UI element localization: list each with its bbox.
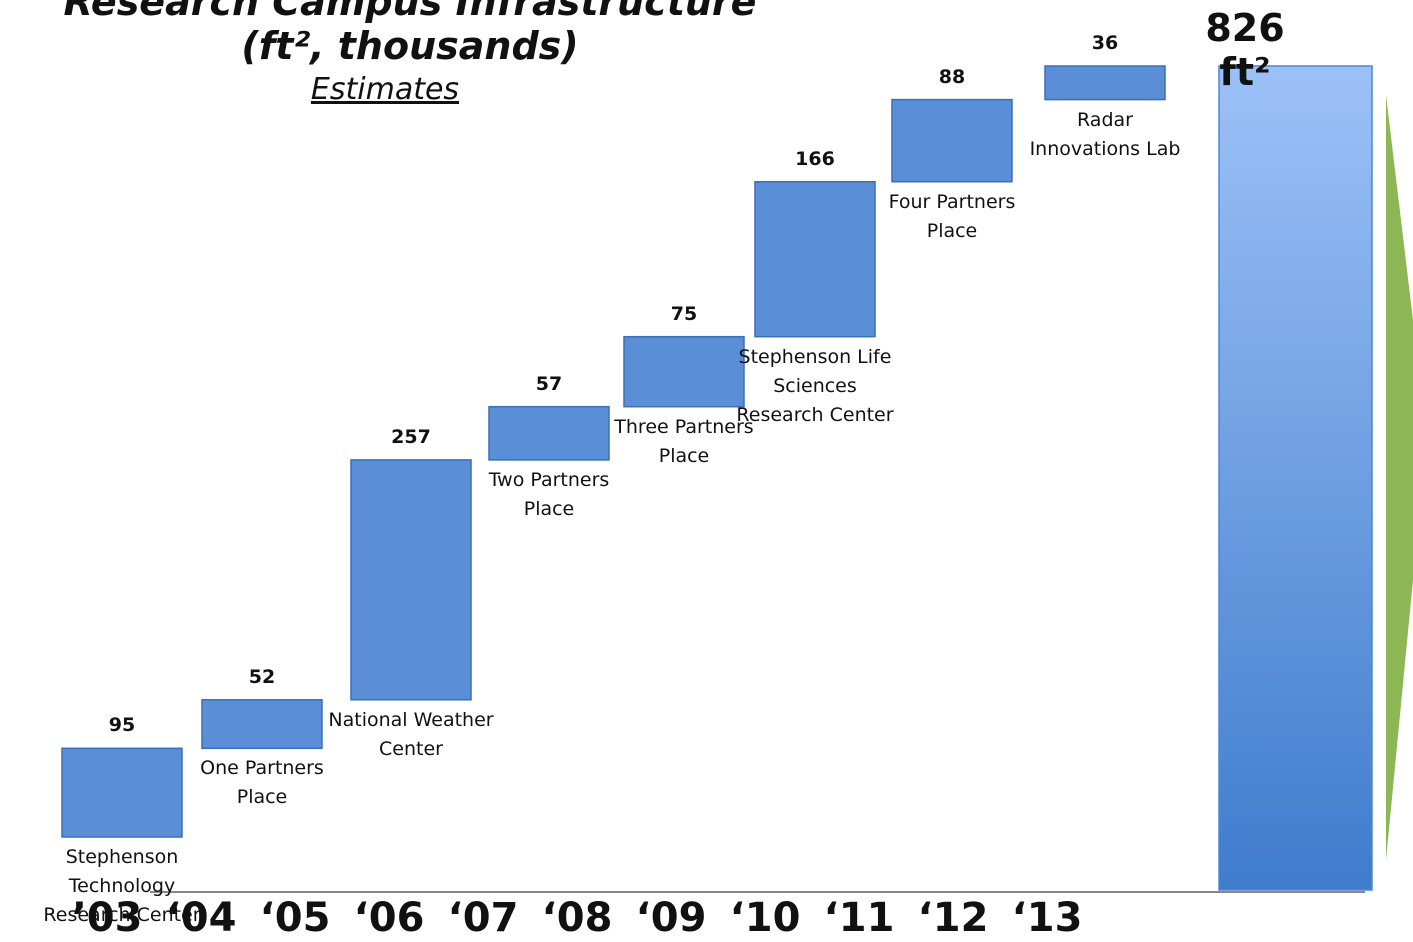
x-tick-label: ‘04	[165, 895, 237, 941]
value-label: 88	[938, 65, 966, 88]
value-label: 36	[1091, 32, 1119, 54]
x-tick-label: ‘11	[823, 895, 895, 941]
building-name: National Weather Center	[328, 708, 494, 760]
building-step	[61, 747, 183, 838]
building-name: Three Partners Place	[614, 415, 754, 467]
building-step	[488, 405, 610, 461]
building-name: Stephenson Life Sciences Research Center	[736, 345, 894, 426]
chart-title: Research Campus Infrastructure	[63, 0, 757, 24]
x-tick-label: ‘10	[729, 895, 801, 941]
x-tick-label: ’03	[71, 895, 143, 941]
x-tick-label: ‘09	[635, 895, 707, 941]
x-tick-label: ‘07	[447, 895, 519, 941]
building-name: Stephenson Technology Research Center	[43, 846, 201, 926]
total-bar	[1218, 65, 1373, 891]
growth-arrow	[1386, 95, 1413, 860]
x-tick-label: ‘13	[1011, 895, 1083, 941]
value-label: 257	[391, 425, 431, 448]
value-label: 75	[670, 302, 698, 325]
subtitle: Estimates	[310, 72, 460, 107]
value-label: 57	[535, 372, 563, 395]
x-tick-label: ‘12	[917, 895, 989, 941]
building-step	[1044, 65, 1166, 101]
value-label: 95	[108, 714, 136, 737]
building-name: One Partners Place	[200, 757, 324, 809]
x-tick-label: ‘06	[353, 895, 425, 941]
building-step	[754, 180, 876, 338]
building-name: Four Partners Place	[888, 190, 1016, 242]
building-step	[623, 335, 745, 408]
building-name: Two Partners Place	[488, 468, 610, 520]
building-step	[350, 459, 472, 701]
value-label: 166	[795, 147, 835, 170]
x-tick-label: ‘05	[259, 895, 331, 941]
x-tick-label: ‘08	[541, 895, 613, 941]
total-label: 826 ft²	[1205, 6, 1285, 94]
value-label: 52	[248, 665, 276, 688]
building-step	[201, 699, 323, 750]
building-name: Radar Innovations Lab	[1029, 108, 1181, 160]
title-unit: (ft², thousands)	[241, 24, 579, 68]
building-step	[891, 98, 1013, 183]
